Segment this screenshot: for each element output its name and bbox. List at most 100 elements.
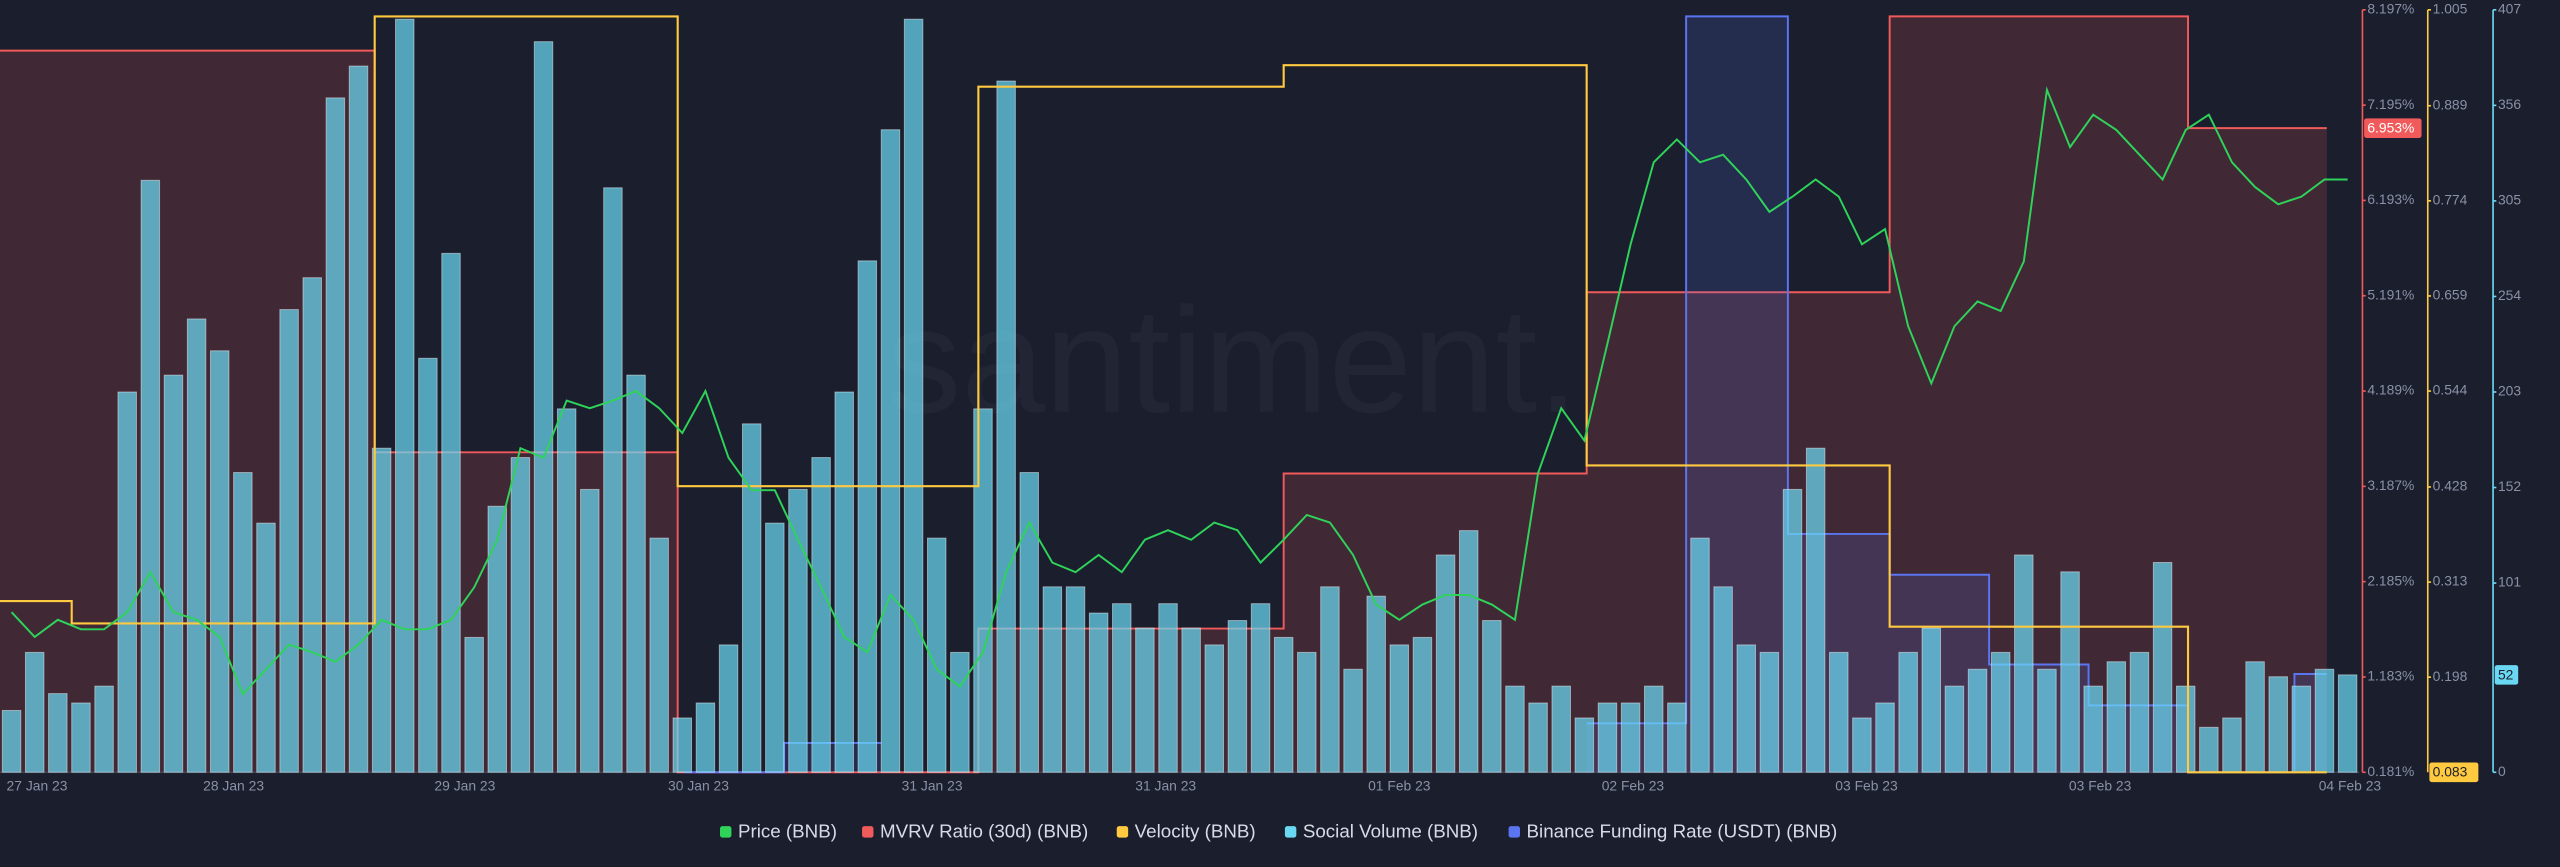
bar [1852, 717, 1872, 773]
bar [1019, 472, 1039, 773]
y-tick-label: 1.005 [2433, 0, 2468, 16]
bar [1551, 685, 1571, 773]
bar [48, 693, 68, 773]
bar [996, 80, 1016, 773]
legend-label: MVRV Ratio (30d) (BNB) [880, 821, 1088, 842]
y-tick-label: 254 [2498, 287, 2521, 303]
x-tick-label: 30 Jan 23 [668, 778, 729, 794]
bar [2222, 717, 2242, 773]
bar [140, 179, 161, 773]
x-tick-label: 03 Feb 23 [1835, 778, 1898, 794]
bar [2175, 685, 2196, 773]
bar [1898, 651, 1918, 773]
y-tick-label: 0.889 [2433, 96, 2468, 112]
bar [926, 537, 947, 773]
x-tick-label: 27 Jan 23 [7, 778, 68, 794]
bar [1112, 603, 1132, 773]
bar [857, 260, 878, 773]
bar [2106, 661, 2127, 773]
bar [1158, 603, 1178, 773]
x-tick-label: 31 Jan 23 [902, 778, 963, 794]
bar [209, 350, 230, 773]
bar [1528, 702, 1548, 773]
step-area [684, 742, 882, 773]
bar [1620, 702, 1641, 773]
bar [2337, 674, 2358, 773]
bar [1250, 603, 1271, 773]
bar [2083, 685, 2103, 773]
bar [1320, 586, 1340, 773]
bar [94, 685, 114, 773]
bar [1042, 586, 1063, 773]
bar [672, 717, 693, 773]
y-tick-label: 0 [2498, 763, 2506, 779]
bar [1921, 627, 1942, 773]
bar [580, 488, 600, 773]
x-tick-label: 28 Jan 23 [203, 778, 264, 794]
y-tick-label: 152 [2498, 478, 2521, 494]
last-value-label: 6.953% [2367, 120, 2414, 136]
y-tick-label: 203 [2498, 383, 2521, 399]
bar [1505, 685, 1525, 773]
bar [1829, 651, 1849, 773]
x-tick-label: 04 Feb 23 [2319, 778, 2382, 794]
bar [1273, 636, 1294, 773]
bar [1782, 488, 1803, 773]
bar [1389, 644, 1410, 773]
y-tick-label: 0.428 [2433, 478, 2468, 494]
bar [1944, 685, 1965, 773]
bar [371, 447, 392, 773]
y-tick-label: 101 [2498, 574, 2521, 590]
bar [487, 505, 508, 773]
bar [418, 357, 438, 773]
bar [695, 702, 716, 773]
bar [1181, 627, 1201, 773]
bar [1435, 554, 1456, 773]
step-line [0, 15, 2327, 774]
bar [1204, 644, 1225, 773]
bar [256, 522, 276, 773]
bar [1343, 668, 1363, 773]
bar [1990, 651, 2011, 773]
bar [811, 457, 831, 773]
bar [2314, 668, 2335, 773]
bar [2245, 661, 2265, 773]
last-value-label: 0.083 [2433, 764, 2468, 780]
bar [163, 374, 184, 773]
legend-swatch [862, 826, 874, 838]
bar [973, 408, 993, 773]
legend-label: Binance Funding Rate (USDT) (BNB) [1527, 821, 1838, 842]
bar [1482, 620, 1502, 773]
bar [649, 537, 669, 773]
y-tick-label: 305 [2498, 192, 2521, 208]
bar [834, 391, 854, 773]
bar [279, 309, 299, 773]
y-tick-label: 0.544 [2433, 382, 2468, 398]
bar [510, 457, 531, 773]
last-value-badge [2494, 665, 2519, 685]
x-tick-label: 29 Jan 23 [434, 778, 495, 794]
bar [1805, 447, 1826, 773]
legend-label: Velocity (BNB) [1135, 821, 1256, 842]
bar [441, 252, 461, 773]
bar [302, 277, 322, 773]
x-tick-label: 02 Feb 23 [1602, 778, 1665, 794]
last-value-label: 52 [2498, 666, 2514, 682]
y-tick-label: 356 [2498, 96, 2521, 112]
legend-swatch [720, 826, 732, 838]
bar [2014, 554, 2034, 773]
bar [2060, 571, 2080, 773]
bar [325, 97, 346, 773]
bar [950, 651, 970, 773]
y-tick-label: 1.183% [2367, 668, 2414, 684]
bar [1366, 595, 1386, 773]
legend-swatch [1116, 826, 1129, 838]
bar [1412, 636, 1433, 773]
bar [24, 651, 45, 773]
bar [1875, 702, 1895, 773]
bar [1759, 651, 1780, 773]
bar [1967, 668, 1988, 773]
bar [788, 488, 808, 773]
bar [1667, 702, 1687, 773]
